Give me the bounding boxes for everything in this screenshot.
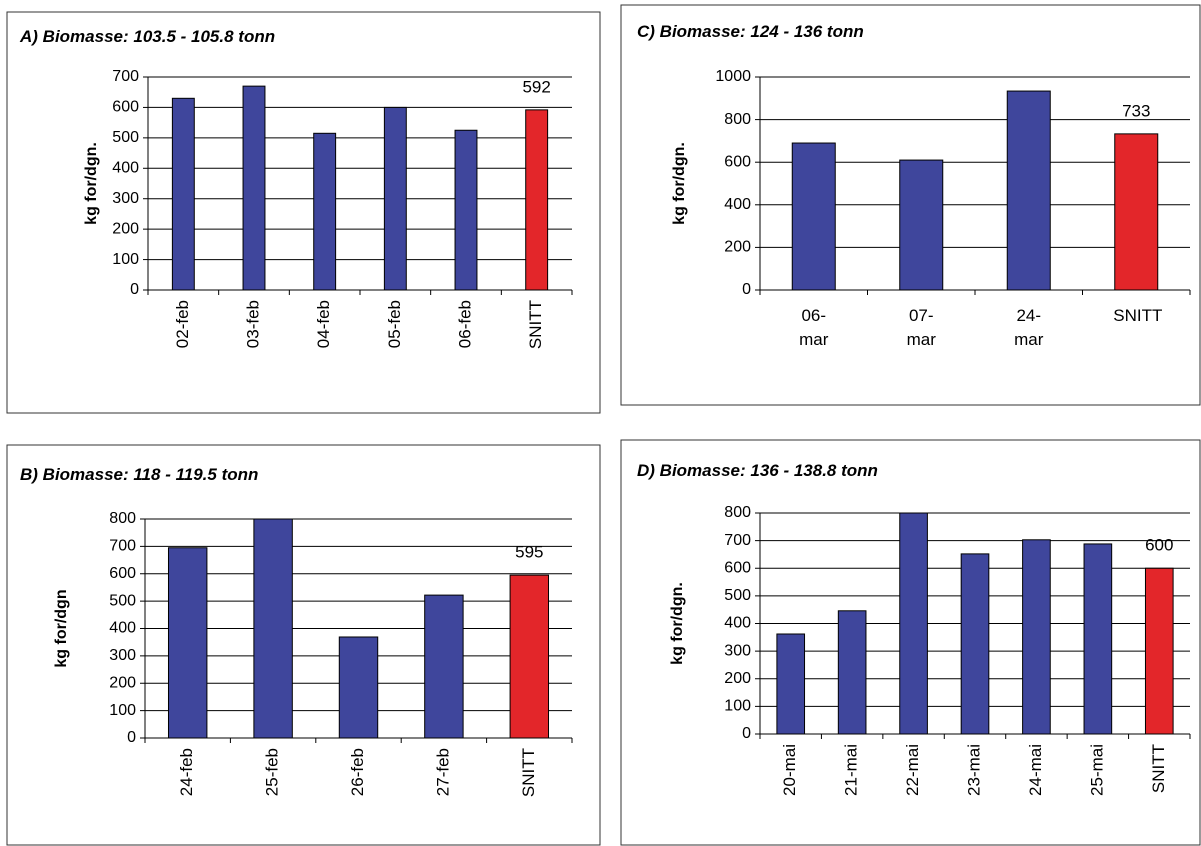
panel-frame	[6, 11, 601, 414]
x-tick-label: 07-mar	[906, 306, 936, 349]
bar	[1022, 539, 1051, 735]
y-tick-label: 700	[112, 68, 139, 85]
x-tick-label: 25-mai	[1087, 744, 1106, 796]
y-tick-label: 500	[109, 592, 136, 609]
y-tick-label: 300	[109, 647, 136, 664]
y-tick-label: 200	[724, 239, 751, 256]
y-axis-label: kg for/dgn.	[671, 142, 688, 225]
bar	[338, 636, 379, 739]
y-tick-label: 100	[109, 702, 136, 719]
bar	[776, 633, 806, 735]
x-tick-label: 03-feb	[243, 300, 262, 348]
y-tick-label: 600	[724, 559, 751, 576]
bar	[424, 594, 464, 739]
y-tick-label: 1000	[715, 68, 751, 85]
x-tick-label: SNITT	[1113, 306, 1163, 325]
bar	[313, 132, 337, 291]
y-tick-label: 400	[112, 160, 139, 177]
x-tick-label-box: 06-mar	[799, 306, 829, 349]
bar	[791, 142, 836, 291]
y-tick-label: 600	[109, 565, 136, 582]
x-tick-label: 04-feb	[314, 300, 333, 348]
y-tick-label: 800	[724, 111, 751, 128]
y-tick-label: 500	[724, 587, 751, 604]
y-axis-label: kg for/dgn.	[83, 142, 100, 225]
y-tick-label: 700	[724, 532, 751, 549]
x-tick-label-box: 07-mar	[906, 306, 936, 349]
bar	[253, 518, 293, 739]
y-tick-label: 800	[109, 510, 136, 527]
value-label: 600	[1145, 536, 1173, 555]
value-label: 733	[1122, 101, 1150, 120]
y-tick-label: 0	[127, 729, 136, 746]
bar	[242, 85, 266, 291]
x-tick-label: 06-feb	[455, 300, 474, 348]
y-tick-label: 0	[742, 281, 751, 298]
y-tick-label: 100	[724, 698, 751, 715]
bar	[525, 109, 549, 291]
value-label: 592	[522, 77, 550, 96]
x-tick-label: 23-mai	[964, 744, 983, 796]
x-tick-label: 22-mai	[903, 744, 922, 796]
x-tick-label: SNITT	[1149, 744, 1168, 793]
y-tick-label: 400	[724, 196, 751, 213]
bar	[1083, 543, 1113, 735]
y-tick-label: 300	[112, 190, 139, 207]
x-tick-label: 21-mai	[842, 744, 861, 796]
chart-title: C) Biomasse: 124 - 136 tonn	[637, 22, 864, 41]
y-tick-label: 700	[109, 538, 136, 555]
x-tick-label: 25-feb	[263, 748, 282, 796]
x-tick-label: 24-feb	[177, 748, 196, 796]
bar	[1114, 133, 1159, 291]
panel-frame	[6, 444, 601, 846]
y-tick-label: 600	[112, 99, 139, 116]
y-tick-label: 400	[109, 620, 136, 637]
bar	[509, 574, 550, 739]
bar	[171, 97, 195, 291]
bar	[1144, 567, 1174, 735]
y-axis-label: kg for/dgn	[53, 589, 70, 667]
y-tick-label: 400	[724, 615, 751, 632]
y-tick-label: 800	[724, 504, 751, 521]
bar	[454, 129, 478, 291]
x-tick-label: 27-feb	[433, 748, 452, 796]
y-tick-label: 500	[112, 129, 139, 146]
x-tick-label: 02-feb	[173, 300, 192, 348]
x-tick-label: 24-mar	[1014, 306, 1044, 349]
bar	[899, 159, 944, 291]
x-tick-label: 06-mar	[799, 306, 829, 349]
x-tick-label: 26-feb	[348, 748, 367, 796]
y-tick-label: 100	[112, 251, 139, 268]
x-tick-label-box: 24-mar	[1014, 306, 1044, 349]
y-tick-label: 200	[112, 220, 139, 237]
y-tick-label: 300	[724, 642, 751, 659]
bar	[899, 512, 928, 735]
bar	[167, 547, 208, 739]
y-axis-label: kg for/dgn.	[669, 582, 686, 665]
x-tick-label: 05-feb	[385, 300, 404, 348]
bar	[1006, 90, 1051, 291]
x-tick-label-box: SNITT	[1113, 306, 1163, 325]
y-tick-label: 0	[130, 281, 139, 298]
x-tick-label: SNITT	[526, 300, 545, 349]
y-tick-label: 200	[724, 670, 751, 687]
bar	[837, 610, 867, 735]
chart-title: A) Biomasse: 103.5 - 105.8 tonn	[19, 27, 275, 46]
y-tick-label: 200	[109, 674, 136, 691]
chart-title: B) Biomasse: 118 - 119.5 tonn	[20, 465, 258, 484]
value-label: 595	[515, 543, 543, 562]
y-tick-label: 0	[742, 725, 751, 742]
chart-title: D) Biomasse: 136 - 138.8 tonn	[637, 461, 878, 480]
x-tick-label: 20-mai	[780, 744, 799, 796]
x-tick-label: 24-mai	[1026, 744, 1045, 796]
bar	[383, 106, 407, 291]
bar	[960, 553, 990, 735]
x-tick-label: SNITT	[519, 748, 538, 797]
y-tick-label: 600	[724, 153, 751, 170]
